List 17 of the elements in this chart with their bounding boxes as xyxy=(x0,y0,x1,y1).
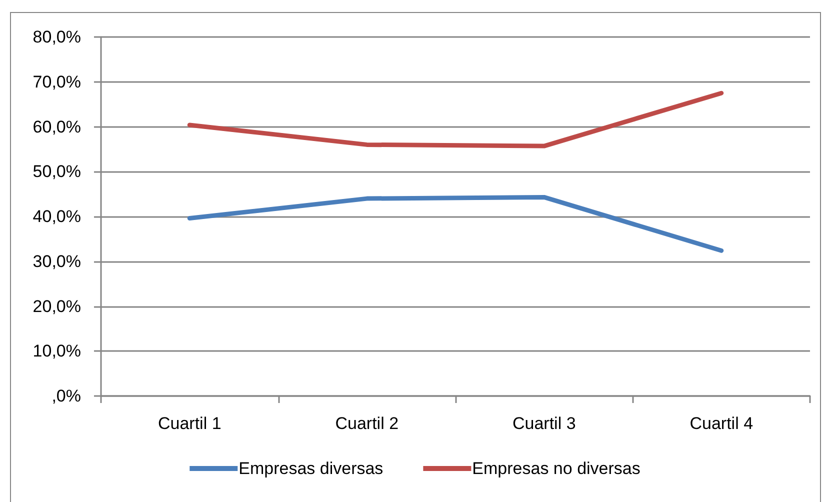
y-tick-label: 60,0% xyxy=(32,117,81,136)
y-tick-label: 30,0% xyxy=(32,252,81,271)
x-tick-label: Cuartil 1 xyxy=(158,414,222,433)
x-tick-label: Cuartil 3 xyxy=(512,414,576,433)
x-tick-label: Cuartil 4 xyxy=(690,414,754,433)
line-series xyxy=(187,90,724,148)
y-tick-label: 20,0% xyxy=(32,296,81,316)
y-tick-label: ,0% xyxy=(52,386,81,406)
legend-label: Empresas diversas xyxy=(238,459,384,478)
line-series xyxy=(187,194,724,253)
x-tick-label: Cuartil 2 xyxy=(335,414,399,433)
y-tick-label: 10,0% xyxy=(32,342,81,361)
y-tick-label: 70,0% xyxy=(32,72,81,92)
y-tick-label: 40,0% xyxy=(32,207,81,226)
y-tick-label: 50,0% xyxy=(32,162,81,182)
y-tick-label: 80,0% xyxy=(32,28,81,46)
legend-label: Empresas no diversas xyxy=(472,459,640,478)
